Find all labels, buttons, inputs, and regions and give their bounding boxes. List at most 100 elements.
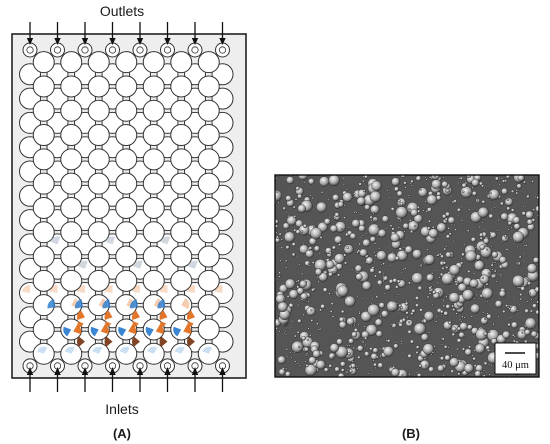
emulsion-droplet: [471, 186, 474, 189]
emulsion-droplet: [358, 224, 366, 233]
emulsion-droplet: [456, 280, 459, 284]
emulsion-droplet: [284, 278, 296, 290]
emulsion-droplet: [365, 362, 368, 365]
emulsion-droplet: [308, 178, 315, 185]
emulsion-droplet: [286, 215, 297, 226]
emulsion-droplet: [479, 181, 483, 186]
pillar: [50, 42, 65, 58]
emulsion-droplet: [337, 273, 341, 277]
pillar: [115, 342, 138, 365]
emulsion-droplet: [424, 254, 435, 265]
port-ring: [136, 46, 144, 54]
pillar: [197, 294, 220, 317]
emulsion-droplet: [305, 364, 309, 368]
emulsion-droplet: [498, 183, 501, 186]
emulsion-droplet: [459, 176, 463, 180]
emulsion-droplet: [298, 364, 301, 367]
emulsion-droplet: [410, 179, 414, 184]
faded-droplet: [174, 346, 185, 354]
pillar: [170, 245, 193, 268]
pillar: [87, 148, 110, 171]
emulsion-droplet: [362, 234, 364, 237]
emulsion-droplet: [291, 340, 304, 354]
emulsion-droplet: [373, 242, 377, 245]
orange-droplet: [100, 324, 109, 335]
emulsion-droplet: [278, 232, 282, 236]
pillar: [215, 42, 230, 58]
emulsion-droplet: [367, 372, 370, 375]
pillar: [197, 75, 220, 98]
emulsion-droplet: [453, 224, 456, 227]
emulsion-droplet: [310, 227, 323, 240]
emulsion-droplet: [351, 268, 354, 271]
emulsion-droplet: [291, 242, 296, 247]
emulsion-droplet: [459, 322, 468, 331]
pillar: [142, 172, 165, 195]
emulsion-droplet: [519, 293, 523, 297]
emulsion-droplet: [468, 345, 472, 349]
emulsion-droplet: [472, 297, 476, 300]
emulsion-droplet: [398, 247, 403, 251]
emulsion-droplet: [305, 249, 314, 258]
emulsion-droplet: [447, 216, 456, 225]
faded-droplet: [64, 346, 75, 354]
emulsion-droplet: [459, 318, 462, 322]
emulsion-droplet: [329, 310, 333, 313]
emulsion-droplet: [337, 332, 340, 335]
emulsion-droplet: [478, 226, 481, 229]
emulsion-droplet: [313, 245, 320, 252]
emulsion-droplet: [415, 351, 419, 355]
emulsion-droplet: [468, 208, 471, 211]
emulsion-droplet: [501, 187, 508, 195]
emulsion-droplet: [278, 275, 281, 278]
emulsion-droplet: [328, 175, 340, 186]
emulsion-droplet: [501, 177, 504, 180]
blue-droplet: [145, 326, 154, 337]
emulsion-droplet: [328, 352, 336, 360]
emulsion-droplet: [309, 194, 312, 197]
pillar: [32, 148, 55, 171]
outlet-arrow-head: [191, 38, 199, 45]
emulsion-droplet: [442, 176, 445, 179]
blue-droplet: [129, 299, 138, 309]
emulsion-droplet: [445, 211, 450, 217]
emulsion-droplet: [508, 304, 511, 307]
emulsion-droplet: [460, 219, 464, 222]
emulsion-droplet: [440, 313, 443, 316]
emulsion-droplet: [530, 330, 538, 338]
emulsion-droplet: [450, 252, 454, 256]
emulsion-droplet: [286, 355, 289, 358]
emulsion-droplet: [376, 250, 387, 261]
emulsion-droplet: [347, 368, 350, 371]
pillar: [115, 172, 138, 195]
emulsion-droplet: [436, 253, 440, 257]
emulsion-droplet: [310, 319, 314, 323]
scale-bar-label: 40 μm: [502, 360, 529, 371]
emulsion-droplet: [290, 356, 293, 359]
emulsion-droplet: [510, 226, 513, 229]
emulsion-droplet: [319, 236, 323, 240]
emulsion-droplet: [458, 331, 465, 339]
emulsion-droplet: [506, 198, 510, 202]
pillar: [32, 342, 55, 365]
emulsion-droplet: [532, 326, 535, 329]
emulsion-droplet: [487, 272, 491, 275]
emulsion-droplet: [308, 261, 311, 264]
emulsion-droplet: [294, 198, 298, 201]
emulsion-droplet: [496, 229, 499, 232]
emulsion-droplet: [397, 293, 400, 296]
emulsion-droplet: [351, 219, 361, 228]
emulsion-droplet: [343, 204, 346, 207]
pillar: [115, 75, 138, 98]
emulsion-droplet: [399, 202, 404, 206]
emulsion-droplet: [289, 351, 292, 354]
emulsion-droplet: [469, 278, 479, 288]
emulsion-droplet: [343, 253, 347, 257]
emulsion-droplet: [328, 216, 331, 219]
emulsion-droplet: [438, 290, 442, 294]
faded-droplet: [77, 285, 85, 293]
blue-droplet: [47, 299, 56, 309]
emulsion-droplet: [276, 190, 279, 193]
emulsion-droplet: [436, 281, 440, 285]
pillar: [87, 196, 110, 219]
